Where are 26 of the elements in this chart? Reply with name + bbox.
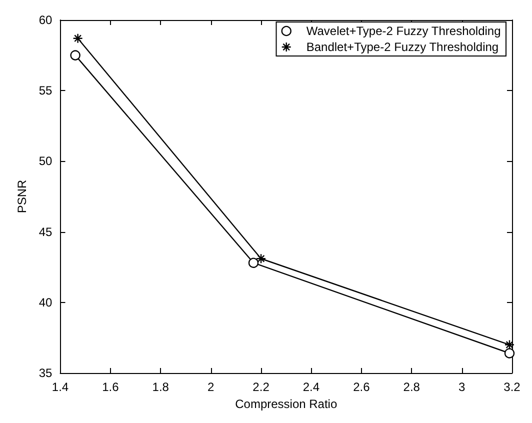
y-tick-label: 60 (38, 13, 53, 27)
point (256, 254, 266, 264)
point (248, 258, 259, 268)
point (72, 33, 83, 44)
y-tick-label: 45 (38, 224, 53, 239)
point (504, 348, 515, 358)
y-tick-label: 40 (38, 295, 53, 310)
x-tick-label: 1.6 (102, 380, 120, 394)
y-axis-title: PSNR (15, 180, 29, 214)
x-tick-label: 2.2 (252, 380, 270, 394)
x-tick-label: 3.2 (504, 380, 521, 394)
legend-label: Wavelet+Type-2 Fuzzy Thresholding (306, 24, 501, 38)
x-tick-label: 1.8 (152, 380, 170, 394)
x-tick-label: 3 (458, 380, 466, 394)
y-tick-label: 35 (38, 366, 53, 380)
y-tick-label: 55 (38, 84, 53, 98)
x-tick-label: 1.4 (52, 380, 69, 394)
legend-label: Bandlet+Type-2 Fuzzy Thresholding (306, 40, 499, 54)
point (70, 50, 80, 60)
x-tick-label: 2 (207, 380, 214, 394)
x-tick-label: 2.8 (403, 380, 420, 394)
x-tick-label: 2.4 (302, 380, 320, 394)
x-tick-label: 2.6 (353, 380, 370, 394)
y-tick-label: 50 (38, 154, 53, 168)
x-axis-title: Compression Ratio (235, 396, 338, 411)
point (504, 340, 515, 350)
